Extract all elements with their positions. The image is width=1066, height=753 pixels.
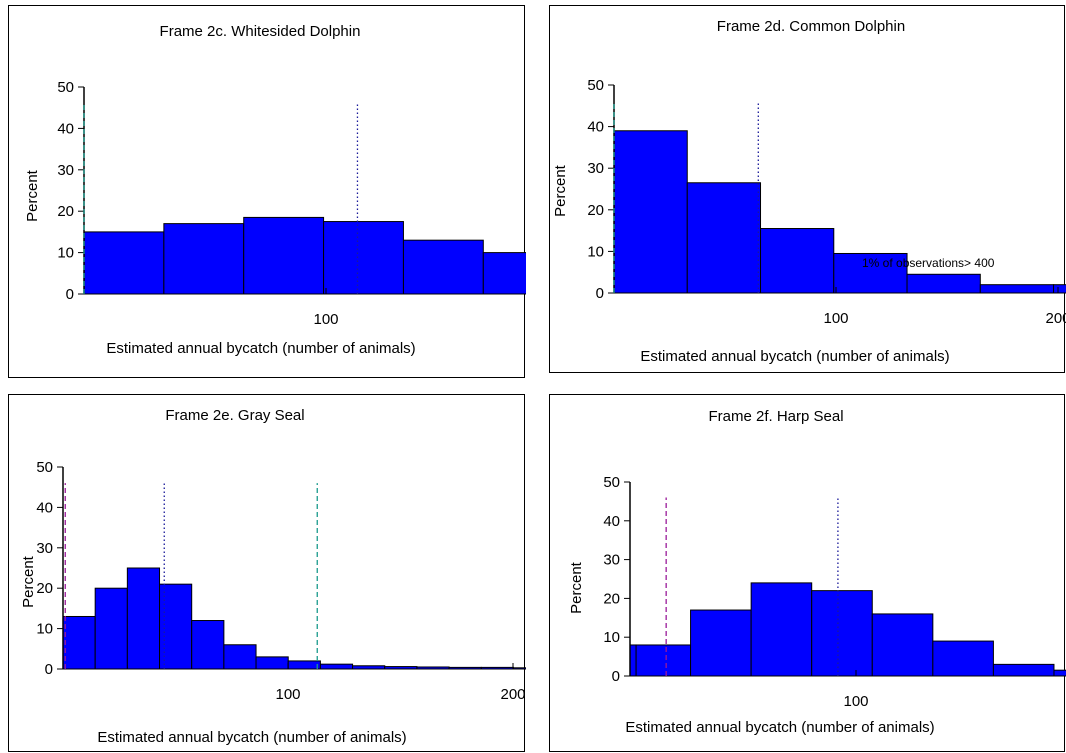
y-tick-label: 20 [587,202,604,219]
x-tick-label: 100 [843,693,868,710]
histogram-bar [979,284,1055,294]
chart-panel-common-dolphin: Frame 2d. Common Dolphin 0 10 20 30 40 50 100 2… [549,5,1066,373]
y-axis-label: Percent [20,555,37,608]
x-tick-label: 200 [1045,310,1066,327]
histogram-bar [906,273,981,294]
histogram-bar [613,130,688,294]
y-tick-label: 40 [587,119,604,136]
x-axis-label: Estimated annual bycatch (number of anim… [640,348,949,365]
histogram-bar [323,221,404,295]
histogram-bar [287,660,321,670]
histogram-bar [750,582,813,677]
x-axis-label: Estimated annual bycatch (number of anim… [106,340,415,357]
histogram-bar [482,252,526,295]
histogram-bar [635,644,692,677]
y-tick-label: 40 [57,120,74,137]
y-tick-label: 10 [587,243,604,260]
y-tick-label: 10 [603,629,620,646]
y-axis-label: Percent [552,164,569,217]
chart-panel-whitesided-dolphin: Frame 2c. Whitesided Dolphin 0 10 20 30 40 50… [8,5,526,378]
y-tick-label: 20 [603,590,620,607]
histogram-bar [690,609,752,677]
y-tick-label: 30 [603,552,620,569]
histogram-bar [686,182,762,294]
x-tick-label: 100 [275,686,300,703]
y-tick-label: 10 [36,621,53,638]
chart-title: Frame 2c. Whitesided Dolphin [160,23,361,40]
histogram-bar [159,583,193,670]
y-tick-label: 40 [36,499,53,516]
histogram-bar [1053,669,1066,677]
chart-svg-whitesided-dolphin: Frame 2c. Whitesided Dolphin 0 10 20 30 40 50… [24,23,526,357]
y-tick-label: 50 [36,459,53,476]
x-tick-label: 100 [823,310,848,327]
y-tick-label: 30 [57,162,74,179]
chart-title: Frame 2d. Common Dolphin [717,18,905,35]
histogram-bar [62,615,96,670]
histogram-bar [126,567,161,670]
histogram-bar [402,239,484,295]
y-tick-label: 0 [612,668,620,685]
histogram-bar [760,228,835,294]
chart-title: Frame 2f. Harp Seal [708,408,843,425]
histogram-bar [1053,284,1066,294]
histogram-bar [83,231,165,295]
y-tick-label: 30 [587,160,604,177]
y-tick-label: 0 [66,286,74,303]
histogram-bar [629,644,637,677]
y-tick-label: 40 [603,513,620,530]
y-tick-label: 0 [45,661,53,678]
y-axis-label: Percent [24,169,41,222]
chart-title: Frame 2e. Gray Seal [165,407,304,424]
x-tick-label: 200 [500,686,525,703]
chart-panel-gray-seal: Frame 2e. Gray Seal 01020304050100200300… [8,394,526,752]
histogram-bar [163,223,245,295]
histogram-bar [94,587,128,670]
y-axis-label: Percent [568,561,585,614]
x-axis-label: Estimated annual bycatch (number of anim… [97,729,406,746]
histogram-bar [871,613,934,677]
chart-svg-common-dolphin: Frame 2d. Common Dolphin 0 10 20 30 40 50 100 2… [552,18,1066,365]
chart-svg-harp-seal: Frame 2f. Harp Seal 01020304050100200300… [568,408,1066,736]
chart-annotation: 1% of observations> 400 [862,256,995,270]
histogram-bar [243,216,325,295]
y-tick-label: 0 [596,285,604,302]
histogram-bar [811,590,873,677]
histogram-bar [255,656,289,670]
chart-svg-gray-seal: Frame 2e. Gray Seal 01020304050100200300… [20,407,526,746]
x-axis-label: Estimated annual bycatch (number of anim… [625,719,934,736]
histogram-bar [191,620,225,670]
y-tick-label: 50 [57,79,74,96]
histogram-bar [319,663,354,670]
y-tick-label: 30 [36,540,53,557]
y-tick-label: 50 [603,474,620,491]
histogram-bar [992,663,1055,677]
chart-panel-harp-seal: Frame 2f. Harp Seal 01020304050100200300… [549,394,1066,752]
y-tick-label: 50 [587,77,604,94]
histogram-bar [932,640,994,677]
x-tick-label: 100 [313,311,338,328]
histogram-bar [223,644,257,670]
y-tick-label: 20 [36,580,53,597]
y-tick-label: 10 [57,245,74,262]
y-tick-label: 20 [57,203,74,220]
